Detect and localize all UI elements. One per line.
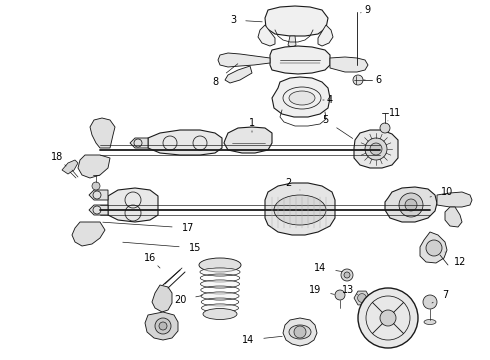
Polygon shape	[130, 138, 148, 148]
Polygon shape	[145, 312, 178, 340]
Circle shape	[380, 310, 396, 326]
Text: 15: 15	[123, 242, 201, 253]
Circle shape	[353, 75, 363, 85]
Polygon shape	[420, 232, 447, 263]
Ellipse shape	[424, 320, 436, 324]
Polygon shape	[270, 46, 330, 74]
Circle shape	[370, 143, 382, 155]
Ellipse shape	[201, 304, 239, 312]
Text: 8: 8	[212, 64, 238, 87]
Text: 14: 14	[242, 335, 282, 345]
Text: 18: 18	[51, 152, 66, 166]
Text: 12: 12	[445, 252, 466, 267]
Polygon shape	[225, 66, 252, 83]
Ellipse shape	[200, 280, 240, 288]
Text: 14: 14	[314, 263, 342, 273]
Text: 17: 17	[103, 222, 194, 233]
Ellipse shape	[289, 91, 315, 105]
Circle shape	[159, 322, 167, 330]
Polygon shape	[385, 187, 437, 222]
Text: 19: 19	[309, 285, 334, 295]
Text: 16: 16	[144, 253, 160, 268]
Text: 7: 7	[432, 290, 448, 303]
Polygon shape	[62, 160, 78, 174]
Text: 4: 4	[323, 95, 333, 105]
Ellipse shape	[200, 268, 240, 276]
Polygon shape	[318, 25, 333, 46]
Circle shape	[344, 272, 350, 278]
Text: 3: 3	[230, 15, 262, 25]
Polygon shape	[108, 188, 158, 222]
Polygon shape	[72, 222, 105, 246]
Text: 9: 9	[361, 5, 370, 15]
Circle shape	[399, 193, 423, 217]
Polygon shape	[224, 127, 272, 153]
Circle shape	[92, 182, 100, 190]
Ellipse shape	[274, 195, 326, 225]
Polygon shape	[265, 183, 335, 235]
Text: 11: 11	[388, 108, 401, 121]
Circle shape	[423, 295, 437, 309]
Polygon shape	[354, 130, 398, 168]
Polygon shape	[265, 6, 328, 36]
Circle shape	[358, 294, 367, 302]
Circle shape	[405, 199, 417, 211]
Text: 2: 2	[285, 178, 300, 190]
Circle shape	[358, 288, 418, 348]
Polygon shape	[90, 118, 115, 148]
Polygon shape	[354, 291, 370, 305]
Ellipse shape	[201, 292, 239, 300]
Polygon shape	[89, 205, 108, 215]
Text: 20: 20	[174, 295, 202, 305]
Ellipse shape	[199, 258, 241, 272]
Text: 6: 6	[363, 75, 381, 85]
Circle shape	[365, 138, 387, 160]
Text: 1: 1	[249, 118, 255, 132]
Polygon shape	[437, 192, 472, 207]
Ellipse shape	[289, 325, 311, 339]
Polygon shape	[218, 53, 270, 67]
Circle shape	[426, 240, 442, 256]
Ellipse shape	[203, 309, 237, 320]
Circle shape	[155, 318, 171, 334]
Polygon shape	[258, 25, 275, 46]
Circle shape	[341, 269, 353, 281]
Polygon shape	[148, 130, 222, 155]
Polygon shape	[152, 285, 172, 312]
Polygon shape	[283, 318, 317, 346]
Circle shape	[380, 123, 390, 133]
Polygon shape	[330, 57, 368, 72]
Text: 10: 10	[430, 187, 453, 197]
Text: 5: 5	[322, 115, 353, 139]
Circle shape	[335, 290, 345, 300]
Text: 13: 13	[342, 285, 358, 295]
Polygon shape	[89, 190, 108, 200]
Polygon shape	[78, 155, 110, 178]
Polygon shape	[288, 36, 296, 48]
Circle shape	[294, 326, 306, 338]
Polygon shape	[445, 207, 462, 227]
Polygon shape	[272, 77, 330, 117]
